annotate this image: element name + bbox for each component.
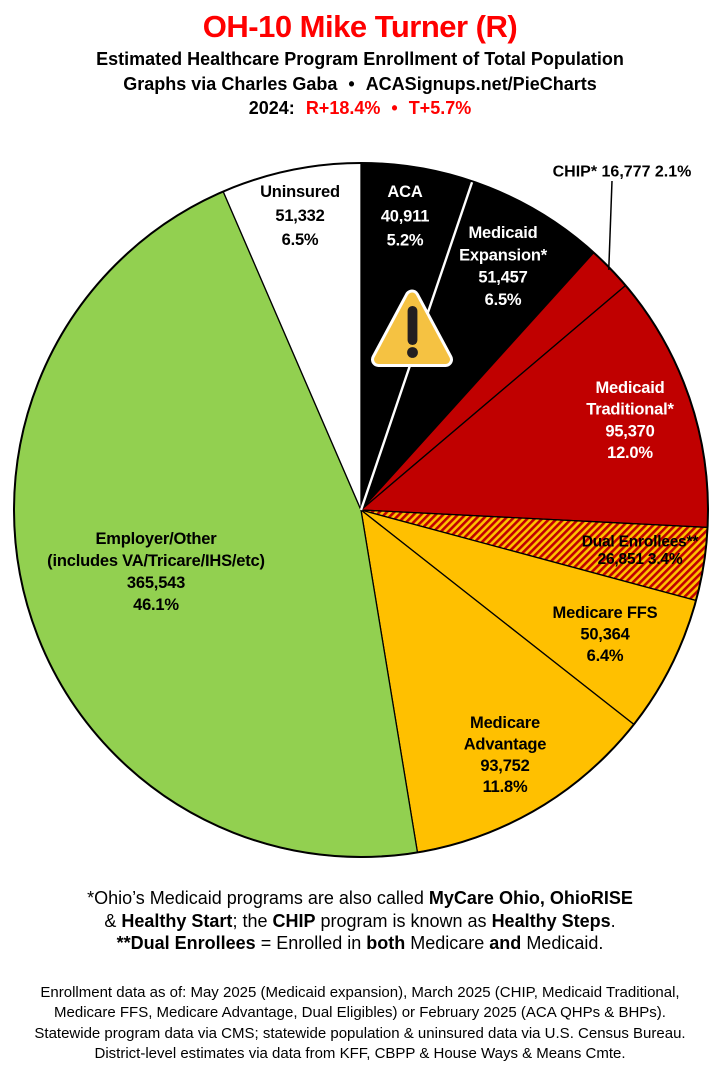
footnote-segment: Medicaid.: [521, 933, 604, 953]
bullet-separator: •: [391, 98, 398, 118]
warning-icon: [371, 289, 453, 367]
footnote-segment: *Ohio’s Medicaid programs are also calle…: [87, 888, 429, 908]
source-line: District-level estimates via data from K…: [94, 1044, 626, 1062]
slice-label-medicare_ffs: Medicare FFS 50,364 6.4%: [553, 604, 658, 665]
footnote-line: **Dual Enrollees = Enrolled in both Medi…: [0, 932, 720, 955]
footnote-segment: and: [489, 933, 522, 953]
partisan-year: 2024:: [248, 98, 295, 118]
footnote-segment: MyCare Ohio, OhioRISE: [428, 888, 633, 908]
footnote-segment: program is known as: [315, 910, 492, 931]
credit-author: Graphs via Charles Gaba: [123, 73, 338, 94]
footnote-segment: Healthy Start: [121, 910, 233, 931]
slice-label-aca: ACA 40,911 5.2%: [381, 183, 429, 250]
footnote-segment: Medicare: [405, 933, 490, 953]
chip-leader-line: [608, 180, 613, 270]
source-line: Medicare FFS, Medicare Advantage, Dual E…: [54, 1004, 666, 1022]
source-line: Enrollment data as of: May 2025 (Medicai…: [40, 984, 680, 1001]
page-title: OH-10 Mike Turner (R): [202, 9, 518, 44]
bullet-separator: •: [348, 73, 355, 94]
credit-line: Graphs via Charles Gaba • ACASignups.net…: [0, 72, 720, 97]
partisan-lean-line: 2024: R+18.4% • T+5.7%: [0, 96, 720, 121]
footnote-segment: CHIP: [272, 910, 316, 931]
slice-label-uninsured: Uninsured 51,332 6.5%: [260, 183, 340, 249]
slice-label-medicaid_traditional: Medicaid Traditional* 95,370 12.0%: [586, 379, 674, 462]
pie-labels: ACA 40,911 5.2% Medicaid Expansion* 51,457 6.5…: [47, 183, 699, 796]
source-notes: Enrollment data as of: May 2025 (Medicai…: [0, 983, 720, 1064]
chart-header: OH-10 Mike Turner (R) Estimated Healthca…: [0, 0, 720, 121]
credit-site: ACASignups.net/PieCharts: [365, 73, 597, 94]
footnote-line: & Healthy Start; the CHIP program is kno…: [0, 910, 720, 933]
footnote-line: *Ohio’s Medicaid programs are also calle…: [0, 887, 720, 910]
footnote-segment: both: [366, 933, 406, 953]
footnote-segment: ; the: [232, 910, 273, 931]
partisan-r-lean: R+18.4%: [305, 98, 381, 118]
pie-slices: [13, 162, 709, 858]
footnote-segment: = Enrolled in: [255, 933, 367, 953]
footnotes: *Ohio’s Medicaid programs are also calle…: [0, 887, 720, 955]
footnote-segment: .: [610, 910, 616, 931]
source-line: Statewide program data via CMS; statewid…: [34, 1024, 686, 1042]
footnote-segment: Healthy Steps: [491, 910, 611, 931]
chart-subtitle: Estimated Healthcare Program Enrollment …: [96, 49, 624, 69]
footnote-segment: **Dual Enrollees: [116, 933, 256, 953]
slice-label-medicare_advantage: Medicare Advantage 93,752 11.8%: [464, 714, 547, 796]
footnote-segment: &: [104, 910, 122, 931]
slice-label-chip: CHIP* 16,777 2.1%: [553, 164, 692, 181]
pie-outline: [13, 162, 709, 858]
slice-label-dual_enrollees: Dual Enrollees** 26,851 3.4%: [582, 534, 700, 569]
partisan-t-lean: T+5.7%: [408, 98, 472, 118]
slice-label-employer_other: Employer/Other (includes VA/Tricare/IHS/e…: [47, 530, 265, 614]
slice-label-medicaid_expansion: Medicaid Expansion* 51,457 6.5%: [459, 224, 548, 309]
